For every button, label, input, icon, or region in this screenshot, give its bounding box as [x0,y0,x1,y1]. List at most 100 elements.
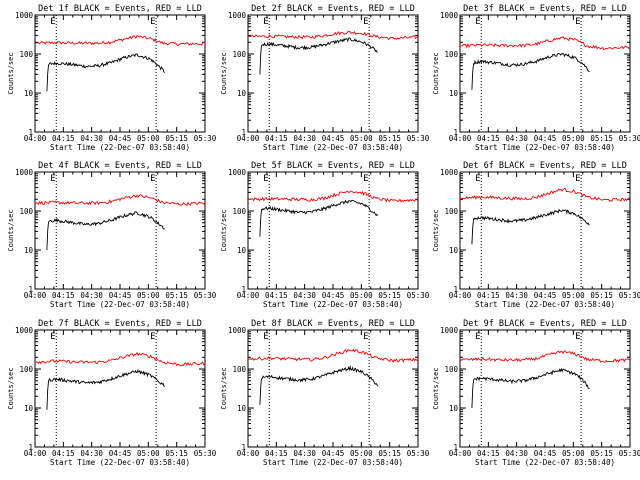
x-axis-label: Start Time (22-Dec-07 03:58:40) [263,458,403,467]
x-tick-label: 05:00 [562,134,585,143]
x-tick-label: 05:15 [378,291,401,300]
y-tick-label: 100 [19,50,33,59]
event-marker-label: E [50,332,55,342]
plot-frame [34,171,206,290]
x-tick-label: 05:30 [194,291,217,300]
y-tick-label: 1 [28,443,33,452]
x-tick-label: 04:15 [477,134,500,143]
x-axis-label: Start Time (22-Dec-07 03:58:40) [50,458,190,467]
event-marker-label: E [575,174,580,184]
y-tick-label: 1000 [228,11,247,20]
x-tick-label: 05:15 [165,134,188,143]
event-marker-label: E [363,332,368,342]
lld-series-line [35,351,206,367]
x-axis-label: Start Time (22-Dec-07 03:58:40) [263,143,403,152]
chart-title: Det 2f BLACK = Events, RED = LLD [251,4,415,14]
y-tick-label: 100 [232,207,246,216]
y-tick-label: 1 [241,128,246,137]
y-tick-label: 10 [237,246,247,255]
event-marker-label: E [475,332,480,342]
x-tick-label: 05:15 [590,134,613,143]
y-tick-label: 1 [241,443,246,452]
chart-title: Det 9f BLACK = Events, RED = LLD [463,319,627,329]
chart-title: Det 8f BLACK = Events, RED = LLD [251,319,415,329]
chart-panel-3: Det 3f BLACK = Events, RED = LLD 1 10 100 10… [432,4,640,152]
x-tick-label: 04:30 [293,449,316,458]
x-tick-label: 04:15 [52,134,75,143]
y-tick-label: 100 [232,50,246,59]
x-tick-label: 05:00 [350,291,373,300]
x-tick-label: 05:15 [378,134,401,143]
chart-panel-7: Det 7f BLACK = Events, RED = LLD 1 10 100 10… [7,319,217,467]
x-tick-label: 05:30 [194,449,217,458]
y-tick-label: 100 [19,365,33,374]
y-tick-label: 1 [28,285,33,294]
y-tick-label: 10 [449,246,459,255]
plot-frame [459,171,631,290]
x-tick-label: 05:30 [619,449,640,458]
chart-panel-8: Det 8f BLACK = Events, RED = LLD 1 10 100 10… [220,319,430,467]
lld-series-line [248,348,419,363]
x-tick-label: 04:00 [449,291,472,300]
x-tick-label: 05:00 [137,134,160,143]
x-tick-label: 04:00 [237,134,260,143]
y-tick-label: 100 [444,365,458,374]
x-axis-label: Start Time (22-Dec-07 03:58:40) [475,300,615,309]
x-tick-label: 04:45 [534,449,557,458]
x-tick-label: 04:45 [109,134,132,143]
event-marker-label: E [263,332,268,342]
x-tick-label: 05:15 [378,449,401,458]
y-tick-label: 100 [444,207,458,216]
chart-title: Det 6f BLACK = Events, RED = LLD [463,161,627,171]
event-marker-label: E [475,17,480,27]
x-tick-label: 05:15 [165,291,188,300]
x-tick-label: 04:00 [24,449,47,458]
chart-panel-6: Det 6f BLACK = Events, RED = LLD 1 10 100 10… [432,161,640,309]
x-tick-label: 05:30 [194,134,217,143]
y-axis-label: Counts/sec [7,367,15,409]
y-tick-label: 1 [28,128,33,137]
x-tick-label: 04:15 [265,134,288,143]
x-tick-label: 04:00 [237,449,260,458]
chart-panel-2: Det 2f BLACK = Events, RED = LLD 1 10 100 10… [220,4,430,152]
x-tick-label: 05:30 [619,134,640,143]
plot-frame [34,14,206,133]
y-tick-label: 1000 [440,168,459,177]
x-tick-label: 04:30 [293,134,316,143]
events-series-line [46,369,165,410]
x-tick-label: 04:45 [322,449,345,458]
x-tick-label: 04:30 [293,291,316,300]
y-axis-label: Counts/sec [7,52,15,94]
y-axis-label: Counts/sec [432,209,440,251]
y-axis-label: Counts/sec [432,52,440,94]
lld-series-line [35,35,206,47]
event-marker-label: E [150,174,155,184]
x-tick-label: 04:00 [449,449,472,458]
x-tick-label: 05:15 [590,449,613,458]
x-tick-label: 04:45 [534,291,557,300]
plot-frame [459,14,631,133]
chart-title: Det 7f BLACK = Events, RED = LLD [38,319,202,329]
event-marker-label: E [50,17,55,27]
plot-frame [459,329,631,448]
y-tick-label: 1 [453,285,458,294]
y-tick-label: 1000 [228,168,247,177]
x-tick-label: 04:45 [322,134,345,143]
event-marker-label: E [363,17,368,27]
events-series-line [259,37,378,75]
x-tick-label: 04:30 [505,134,528,143]
x-tick-label: 05:30 [407,449,430,458]
event-marker-label: E [150,332,155,342]
events-series-line [471,52,590,90]
x-tick-label: 05:15 [590,291,613,300]
y-tick-label: 10 [24,89,34,98]
y-axis-label: Counts/sec [7,209,15,251]
y-tick-label: 1000 [15,326,34,335]
chart-panel-1: Det 1f BLACK = Events, RED = LLD 1 10 100 10… [7,4,217,152]
x-tick-label: 05:30 [407,291,430,300]
x-tick-label: 04:15 [477,291,500,300]
y-tick-label: 1000 [440,11,459,20]
events-series-line [471,208,590,245]
x-axis-label: Start Time (22-Dec-07 03:58:40) [263,300,403,309]
